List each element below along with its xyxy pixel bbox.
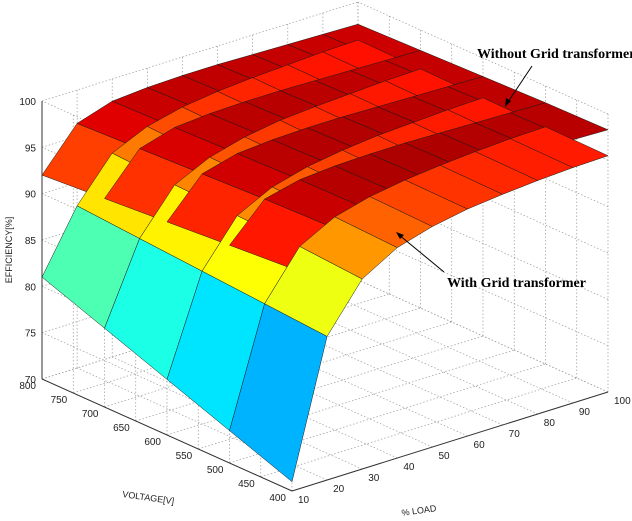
surface-patch-series-2 <box>509 126 609 168</box>
y-tick-label: 650 <box>113 423 130 434</box>
floor-grid-line-voltage <box>198 349 515 450</box>
x-tick-label: 80 <box>544 418 556 429</box>
z-tick-label: 75 <box>25 329 37 340</box>
floor-grid-line-voltage <box>166 335 484 436</box>
z-tick-label: 70 <box>25 375 37 386</box>
surfaces <box>41 23 609 483</box>
side-wall-grid-line-eff <box>357 279 609 393</box>
tick-labels: 10 20 30 40 50 60 70 80 90 100 400 450 500 550 600 650 7… <box>19 97 631 506</box>
annotation-without-grid-transformer: Without Grid transformer <box>477 47 632 62</box>
surface-patch-series-1 <box>509 102 609 141</box>
y-tick-label: 800 <box>19 381 36 392</box>
y-tick-label: 450 <box>238 479 255 490</box>
z-tick-label: 95 <box>25 143 37 154</box>
annotation-with-grid-transformer: With Grid transformer <box>447 276 586 291</box>
x-tick-label: 70 <box>509 429 521 440</box>
x-tick-label: 10 <box>298 495 310 506</box>
side-wall-grid-line-eff <box>357 1 609 115</box>
x-tick-label: 30 <box>368 473 380 484</box>
z-tick-label: 80 <box>25 282 37 293</box>
x-tick-label: 90 <box>579 407 591 418</box>
floor-grid-line-voltage <box>229 363 546 464</box>
y-axis-title: VOLTAGE[V] <box>122 489 175 506</box>
x-tick-label: 40 <box>403 462 415 473</box>
y-tick-label: 400 <box>269 493 286 504</box>
x-axis-title: % LOAD <box>401 503 438 518</box>
y-tick-label: 600 <box>144 437 161 448</box>
annotation-arrow-with <box>397 233 445 273</box>
y-tick-label: 500 <box>207 465 224 476</box>
x-tick-label: 20 <box>333 484 345 495</box>
y-tick-label: 700 <box>82 409 99 420</box>
side-wall-grid-line-eff <box>357 233 609 346</box>
z-tick-label: 85 <box>25 236 37 247</box>
annotation-arrowhead-with <box>396 232 404 239</box>
x-tick-label: 100 <box>614 396 631 407</box>
y-tick-label: 550 <box>176 451 193 462</box>
x-tick-label: 60 <box>474 440 486 451</box>
back-wall-grid-line-eff <box>41 1 359 102</box>
y-tick-label: 750 <box>51 395 68 406</box>
z-tick-label: 90 <box>25 190 37 201</box>
y-axis-line <box>41 378 293 492</box>
z-axis-title: EFFICIENCY[%] <box>4 217 14 284</box>
z-tick-label: 100 <box>19 97 36 108</box>
annotation-arrowhead-without <box>505 98 511 107</box>
floor-grid-line-voltage <box>260 377 577 478</box>
annotation-arrow-without <box>505 65 533 106</box>
x-axis-line <box>291 391 609 492</box>
x-tick-label: 50 <box>438 451 450 462</box>
